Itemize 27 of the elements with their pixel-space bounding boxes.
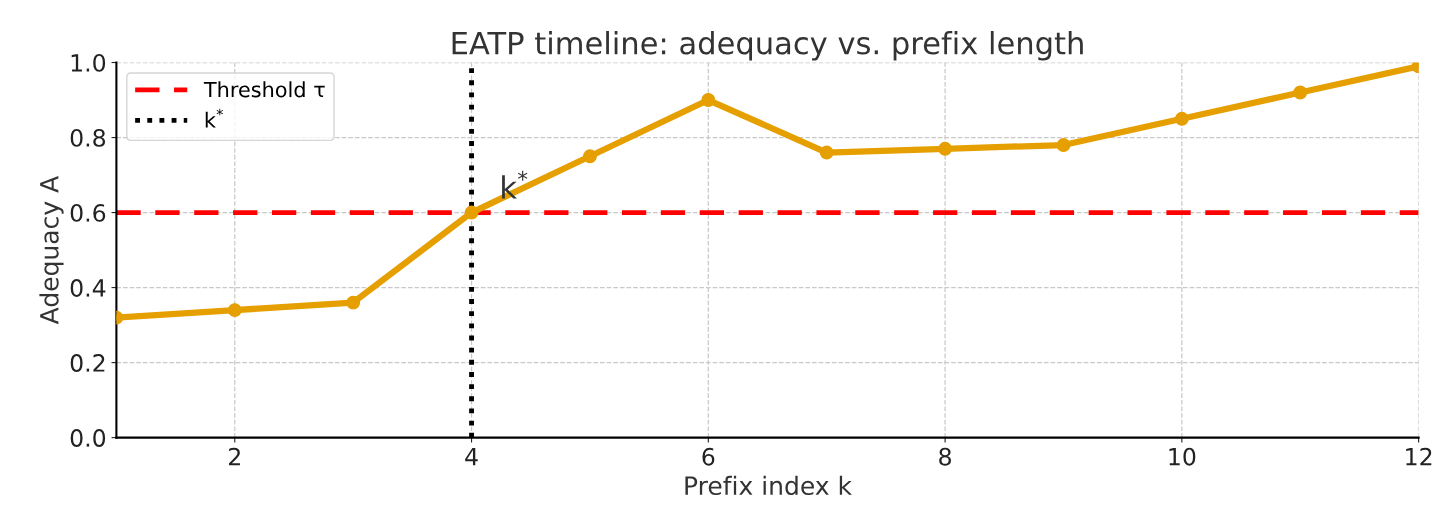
point bbox=[701, 93, 716, 107]
chart-title: EATP timeline: adequacy vs. prefix length bbox=[452, 30, 1083, 61]
x-tick-label: 2 bbox=[229, 447, 240, 466]
x-tick-label: 6 bbox=[702, 447, 715, 466]
y-tick-label: 1.0 bbox=[71, 53, 106, 72]
x-tick-label: 4 bbox=[465, 448, 478, 466]
y-tick-label: 0.0 bbox=[70, 429, 106, 447]
y-tick-label: 0.2 bbox=[70, 354, 105, 372]
point bbox=[227, 303, 242, 318]
point bbox=[1293, 85, 1308, 100]
point bbox=[1056, 138, 1071, 152]
x-axis-title: Prefix index k bbox=[685, 475, 852, 496]
point bbox=[464, 205, 479, 220]
legend-label: Threshold τ bbox=[203, 81, 325, 98]
x-tick-label: 10 bbox=[1169, 447, 1196, 466]
x-tick-label: 8 bbox=[939, 447, 951, 466]
point bbox=[1174, 111, 1189, 126]
point bbox=[938, 141, 953, 156]
point bbox=[346, 295, 361, 310]
y-axis-title: Adequacy A bbox=[39, 176, 64, 325]
x-tick-label: 12 bbox=[1406, 447, 1432, 466]
point bbox=[582, 149, 597, 164]
ref-line-label: k$^{*}$ bbox=[205, 108, 224, 128]
y-tick-label: 0.8 bbox=[70, 128, 106, 147]
y-tick-label: 0.6 bbox=[70, 204, 106, 222]
y-tick-label: 0.4 bbox=[70, 279, 106, 297]
point bbox=[819, 145, 834, 160]
